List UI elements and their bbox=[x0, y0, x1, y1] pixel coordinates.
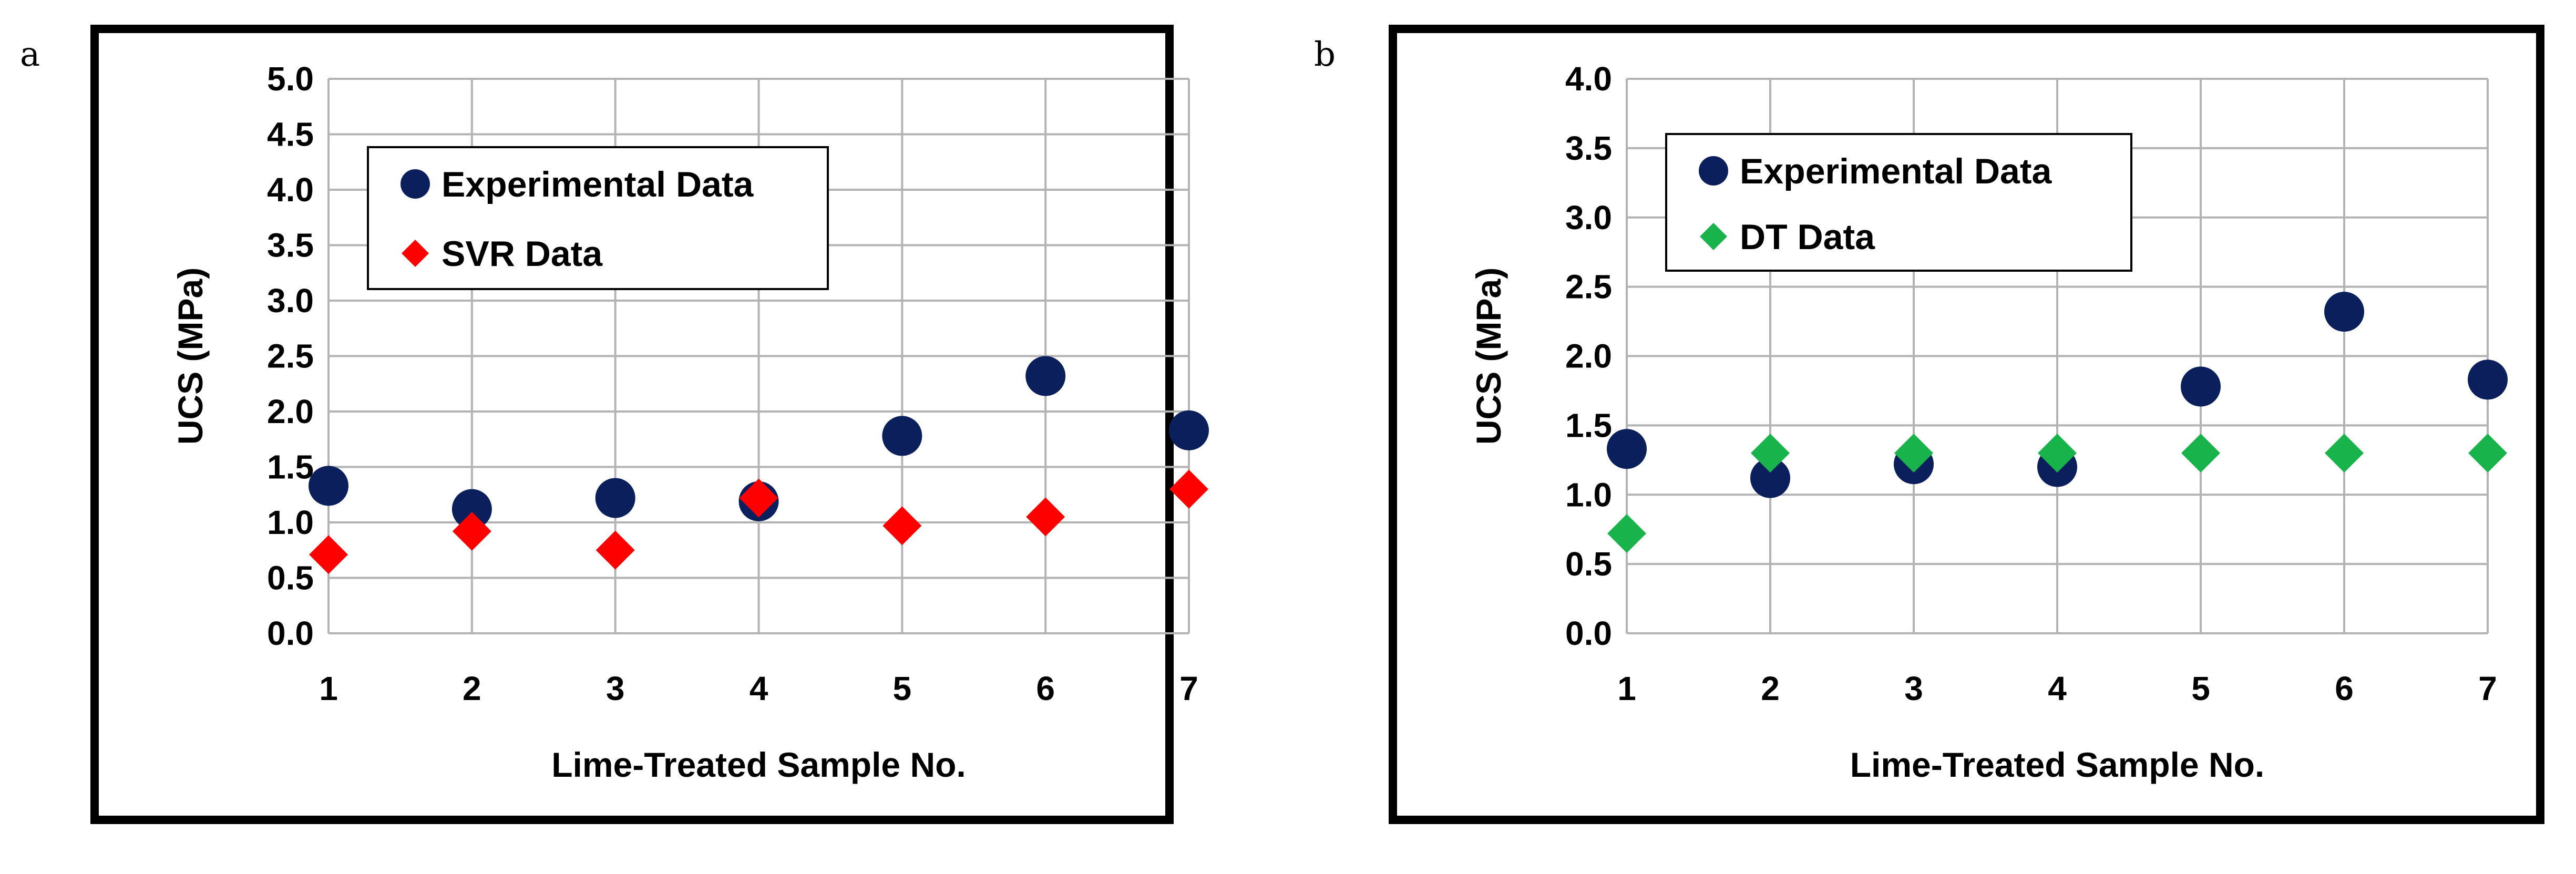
y-tick-label: 3.5 bbox=[267, 227, 314, 264]
x-axis-title: Lime-Treated Sample No. bbox=[551, 745, 966, 784]
x-tick-label: 5 bbox=[893, 670, 912, 707]
data-point-svr bbox=[882, 506, 922, 546]
x-tick-label: 5 bbox=[2191, 670, 2210, 707]
y-tick-label: 0.0 bbox=[1565, 614, 1612, 652]
legend-label: Experimental Data bbox=[442, 164, 754, 204]
data-point-experimental bbox=[2324, 292, 2364, 332]
panel-label: a bbox=[20, 35, 40, 74]
legend-label: Experimental Data bbox=[1740, 151, 2052, 191]
data-point-dt bbox=[2181, 434, 2220, 473]
data-point-experimental bbox=[1607, 429, 1647, 469]
x-tick-label: 4 bbox=[2048, 670, 2067, 707]
data-point-experimental bbox=[1169, 410, 1209, 450]
x-tick-label: 1 bbox=[1617, 670, 1636, 707]
data-point-svr bbox=[1026, 497, 1065, 537]
chart-frame bbox=[90, 25, 1174, 824]
x-tick-label: 6 bbox=[2335, 670, 2354, 707]
data-point-experimental bbox=[882, 416, 922, 456]
data-point-svr bbox=[452, 511, 491, 551]
legend-box bbox=[367, 146, 829, 290]
y-tick-label: 5.0 bbox=[267, 60, 314, 98]
y-tick-label: 4.0 bbox=[1565, 60, 1612, 98]
data-point-dt bbox=[1751, 434, 1790, 473]
legend-label: SVR Data bbox=[442, 234, 603, 274]
data-point-svr bbox=[309, 535, 348, 574]
data-point-dt bbox=[2038, 434, 2077, 473]
x-tick-label: 3 bbox=[606, 670, 625, 707]
panel-a: a 0.0 0.5 1.0 1.5 2.0 2.5 3.0 3.5 4.0 4.5 5.0 1 2 3 4 5 6… bbox=[20, 25, 1209, 824]
data-point-experimental bbox=[2181, 366, 2221, 407]
y-tick-label: 3.0 bbox=[1565, 199, 1612, 237]
data-point-experimental bbox=[2468, 359, 2508, 400]
data-point-svr bbox=[1169, 469, 1208, 509]
y-axis-title: UCS (MPa) bbox=[1469, 268, 1508, 445]
data-point-dt bbox=[2325, 434, 2364, 473]
y-tick-label: 4.0 bbox=[267, 171, 314, 209]
data-point-dt bbox=[2468, 434, 2507, 473]
legend-marker-circle bbox=[1699, 156, 1728, 186]
y-tick-label: 1.0 bbox=[267, 503, 314, 541]
y-tick-label: 1.5 bbox=[267, 448, 314, 486]
data-point-dt bbox=[1894, 434, 1933, 473]
legend-label: DT Data bbox=[1740, 217, 1875, 257]
x-tick-label: 1 bbox=[319, 670, 338, 707]
x-tick-label: 3 bbox=[1904, 670, 1923, 707]
y-tick-label: 0.5 bbox=[1565, 545, 1612, 583]
panel-label: b bbox=[1314, 35, 1336, 74]
legend-marker-diamond bbox=[402, 240, 429, 267]
x-tick-label: 7 bbox=[1179, 670, 1198, 707]
data-point-experimental bbox=[1750, 458, 1790, 498]
y-tick-label: 0.0 bbox=[267, 614, 314, 652]
y-tick-label: 2.0 bbox=[1565, 337, 1612, 375]
x-tick-label: 2 bbox=[1761, 670, 1780, 707]
x-tick-label: 6 bbox=[1036, 670, 1055, 707]
y-tick-label: 4.5 bbox=[267, 116, 314, 153]
data-point-svr bbox=[739, 478, 778, 518]
x-tick-label: 7 bbox=[2478, 670, 2497, 707]
chart-frame bbox=[1389, 25, 2544, 824]
y-tick-label: 1.5 bbox=[1565, 406, 1612, 444]
data-point-dt bbox=[1607, 514, 1646, 553]
legend-marker-circle bbox=[401, 169, 430, 199]
y-tick-label: 0.5 bbox=[267, 559, 314, 597]
x-tick-label: 4 bbox=[750, 670, 768, 707]
x-tick-label: 2 bbox=[463, 670, 481, 707]
y-tick-label: 2.0 bbox=[267, 393, 314, 430]
y-tick-label: 2.5 bbox=[267, 337, 314, 375]
data-point-experimental bbox=[595, 478, 635, 518]
legend-box bbox=[1665, 133, 2132, 272]
data-point-experimental bbox=[1025, 356, 1066, 396]
x-axis-title: Lime-Treated Sample No. bbox=[1850, 745, 2265, 784]
y-axis-title: UCS (MPa) bbox=[171, 268, 210, 445]
data-point-experimental bbox=[309, 466, 348, 506]
panel-b: b 0.0 0.5 1.0 1.5 2.0 2.5 3.0 3.5 4.0 1 2 3 4 5 6 7 Lime-… bbox=[1314, 25, 2544, 824]
legend-marker-diamond bbox=[1700, 223, 1727, 250]
y-tick-label: 3.5 bbox=[1565, 129, 1612, 167]
data-point-svr bbox=[596, 530, 635, 570]
y-tick-label: 3.0 bbox=[267, 282, 314, 320]
y-tick-label: 1.0 bbox=[1565, 476, 1612, 513]
y-tick-label: 2.5 bbox=[1565, 268, 1612, 306]
data-point-experimental bbox=[451, 489, 492, 529]
